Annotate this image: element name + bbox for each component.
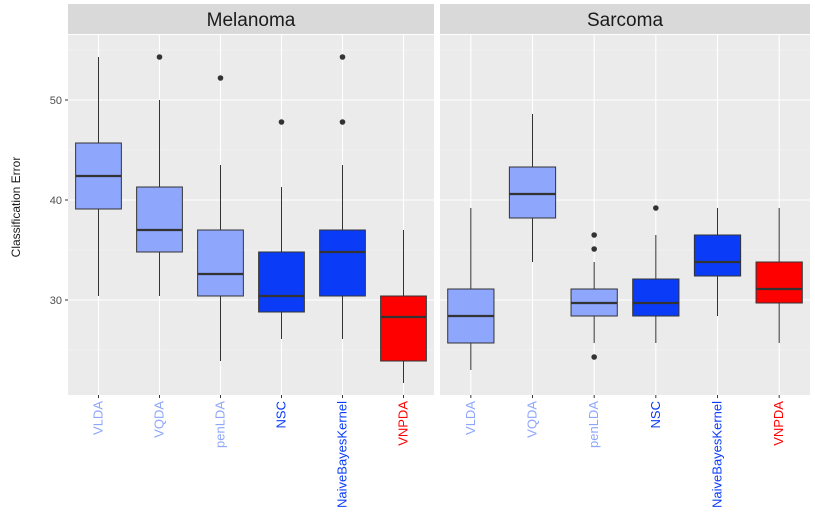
y-tick-label: 40: [50, 195, 62, 207]
x-tick-label: NaiveBayesKernel: [710, 401, 725, 508]
x-tick-label: VNPDA: [771, 401, 786, 446]
box-iqr: [136, 186, 183, 253]
panel-title: Melanoma: [207, 10, 296, 31]
outlier-point: [653, 205, 659, 211]
x-tick-label: VLDA: [91, 401, 106, 435]
x-tick-label: VQDA: [525, 401, 540, 438]
x-tick-label: NaiveBayesKernel: [335, 401, 350, 508]
y-tick-label: 50: [50, 95, 62, 107]
box-iqr: [508, 166, 557, 219]
box-nsc: [632, 205, 680, 343]
outlier-point: [591, 354, 597, 360]
panel-background: [440, 35, 810, 395]
panel-melanoma: Melanoma VLDA VQDA penLDA NSC NaiveBayesKerne…: [68, 4, 434, 508]
outlier-point: [156, 54, 163, 60]
box-iqr: [319, 229, 366, 297]
box-iqr: [693, 234, 742, 277]
box-penlda: [197, 75, 244, 361]
x-tick-label: VLDA: [463, 401, 478, 435]
panel-title: Sarcoma: [587, 10, 663, 31]
box-nsc: [258, 119, 305, 339]
box-iqr: [197, 229, 244, 297]
y-axis: 30 40 50: [50, 95, 68, 307]
box-iqr: [755, 261, 803, 304]
box-penlda: [570, 232, 618, 360]
x-tick-label: NSC: [274, 401, 289, 428]
box-iqr: [380, 295, 427, 362]
box-iqr: [258, 251, 305, 313]
box-vnpda: [755, 208, 803, 343]
panel-background: [68, 35, 434, 395]
y-tick-label: 30: [50, 295, 62, 307]
box-vlda: [447, 208, 495, 370]
y-axis-label: Classification Error: [9, 157, 23, 258]
box-vqda: [136, 54, 183, 296]
box-vnpda: [380, 230, 427, 383]
outlier-point: [591, 246, 597, 252]
box-naivebayeskernel: [319, 54, 366, 339]
x-tick-label: VQDA: [152, 401, 167, 438]
x-tick-label: penLDA: [213, 401, 228, 448]
outlier-point: [339, 119, 346, 125]
x-tick-label: NSC: [648, 401, 663, 428]
outlier-point: [217, 75, 224, 81]
box-naivebayeskernel: [693, 208, 742, 316]
outlier-point: [339, 54, 346, 60]
x-tick-label: VNPDA: [396, 401, 411, 446]
box-iqr: [632, 278, 680, 317]
panel-strip: [440, 4, 810, 34]
panel-sarcoma: Sarcoma VLDA VQDA penLDA NSC NaiveBayesKernel…: [440, 4, 810, 508]
outlier-point: [591, 232, 597, 238]
chart-panels: Melanoma VLDA VQDA penLDA NSC NaiveBayesKerne…: [68, 4, 810, 508]
box-vqda: [508, 114, 557, 262]
box-vlda: [75, 57, 122, 296]
x-tick-label: penLDA: [586, 401, 601, 448]
outlier-point: [278, 119, 285, 125]
panel-strip: [68, 4, 434, 34]
